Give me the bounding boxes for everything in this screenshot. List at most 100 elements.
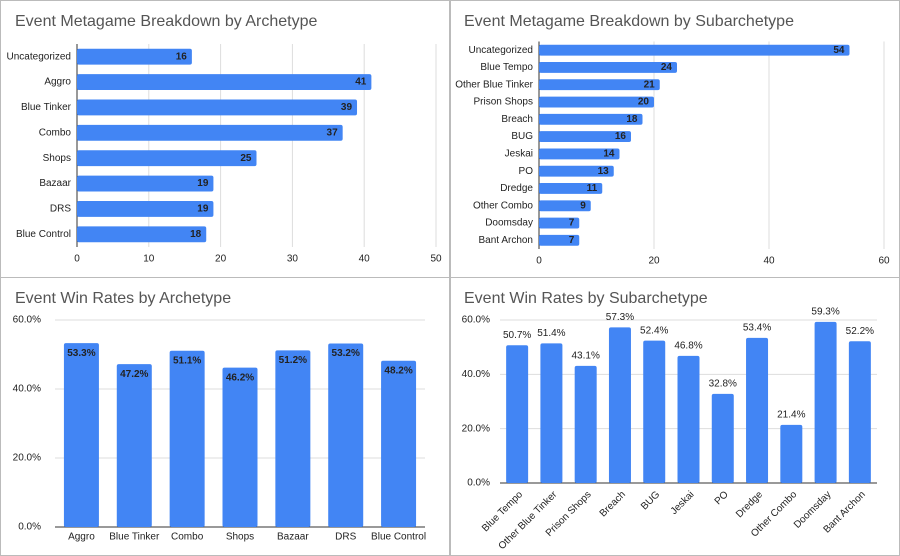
- bar: [222, 367, 258, 527]
- data-label: 46.2%: [226, 372, 254, 383]
- bar: [77, 48, 192, 65]
- y-tick-label: Shops: [43, 153, 71, 164]
- y-tick-label: BUG: [511, 131, 533, 142]
- x-tick-label: Blue Control: [371, 532, 426, 543]
- bar: [780, 424, 803, 483]
- y-tick-label: Uncategorized: [7, 51, 71, 62]
- y-tick-label: Breach: [501, 114, 533, 125]
- data-label: 53.4%: [743, 323, 771, 334]
- x-tick-label: Shops: [226, 532, 254, 543]
- y-tick-label: Uncategorized: [469, 45, 533, 56]
- x-tick-label: 40: [359, 254, 371, 265]
- bar: [539, 148, 620, 160]
- bar: [169, 350, 205, 527]
- data-label: 25: [240, 153, 252, 164]
- y-tick-label: Jeskai: [505, 149, 533, 160]
- x-tick-label: Combo: [171, 532, 204, 543]
- data-label: 7: [569, 235, 575, 246]
- bar: [848, 341, 871, 483]
- bar: [381, 360, 417, 527]
- x-tick-label: 40: [763, 256, 775, 267]
- data-label: 16: [615, 131, 627, 142]
- y-tick-label: 0.0%: [18, 522, 41, 533]
- data-label: 21: [644, 79, 656, 90]
- y-tick-label: 60.0%: [13, 315, 41, 326]
- data-label: 59.3%: [811, 307, 839, 318]
- data-label: 51.2%: [279, 355, 307, 366]
- data-label: 51.4%: [537, 328, 565, 339]
- bar: [677, 355, 700, 483]
- data-label: 54: [833, 45, 845, 56]
- data-label: 14: [603, 149, 615, 160]
- bar: [608, 327, 631, 483]
- x-tick-label: 0: [536, 256, 542, 267]
- bar: [77, 226, 207, 243]
- data-label: 13: [598, 166, 610, 177]
- bar: [539, 113, 643, 125]
- bar: [275, 350, 311, 527]
- data-label: 32.8%: [709, 379, 737, 390]
- x-tick-label: 20: [648, 256, 660, 267]
- bar: [63, 343, 99, 527]
- bar: [116, 364, 152, 527]
- bar: [539, 44, 850, 56]
- y-tick-label: Bazaar: [39, 178, 71, 189]
- bar: [506, 345, 529, 483]
- bar: [328, 343, 364, 527]
- y-tick-label: Other Combo: [473, 200, 533, 211]
- y-tick-label: Doomsday: [485, 218, 533, 229]
- y-tick-label: Combo: [39, 127, 72, 138]
- bar: [539, 200, 591, 212]
- chart-title: Event Win Rates by Subarchetype: [464, 290, 708, 307]
- data-label: 9: [580, 200, 586, 211]
- bar: [77, 124, 343, 141]
- data-label: 46.8%: [674, 341, 702, 352]
- data-label: 53.2%: [332, 348, 360, 359]
- chart-title: Event Win Rates by Archetype: [15, 290, 231, 307]
- chart-title: Event Metagame Breakdown by Archetype: [15, 13, 317, 30]
- bar: [539, 217, 580, 229]
- data-label: 53.3%: [67, 348, 95, 359]
- data-label: 47.2%: [120, 369, 148, 380]
- bar: [574, 365, 597, 483]
- chart-title: Event Metagame Breakdown by Subarchetype: [464, 13, 794, 30]
- data-label: 18: [626, 114, 638, 125]
- y-tick-label: Prison Shops: [474, 97, 533, 108]
- data-label: 20: [638, 97, 650, 108]
- x-tick-label: 30: [287, 254, 299, 265]
- bar: [77, 99, 358, 116]
- y-tick-label: Aggro: [44, 77, 71, 88]
- y-tick-label: Blue Control: [16, 229, 71, 240]
- x-tick-label: Aggro: [68, 532, 95, 543]
- x-tick-label: 60: [878, 256, 890, 267]
- bar: [539, 234, 580, 246]
- bar: [77, 200, 214, 217]
- data-label: 16: [176, 51, 188, 62]
- y-tick-label: 40.0%: [462, 369, 490, 380]
- data-label: 21.4%: [777, 410, 805, 421]
- x-tick-label: Bazaar: [277, 532, 309, 543]
- data-label: 51.1%: [173, 355, 201, 366]
- bar: [539, 96, 654, 108]
- bar: [539, 79, 660, 91]
- data-label: 37: [327, 127, 339, 138]
- y-tick-label: Bant Archon: [479, 235, 533, 246]
- data-label: 18: [190, 229, 202, 240]
- x-tick-label: DRS: [335, 532, 356, 543]
- x-tick-label: 50: [430, 254, 442, 265]
- bar: [539, 131, 631, 143]
- data-label: 48.2%: [384, 365, 412, 376]
- data-label: 52.4%: [640, 325, 668, 336]
- x-tick-label: 20: [215, 254, 227, 265]
- data-label: 7: [569, 218, 575, 229]
- x-tick-label: 0: [74, 254, 80, 265]
- y-tick-label: Blue Tinker: [21, 102, 72, 113]
- bar: [77, 74, 372, 91]
- bar: [539, 183, 603, 194]
- data-label: 50.7%: [503, 330, 531, 341]
- data-label: 19: [197, 178, 209, 189]
- bar: [711, 393, 734, 483]
- data-label: 19: [197, 204, 209, 215]
- data-label: 39: [341, 102, 353, 113]
